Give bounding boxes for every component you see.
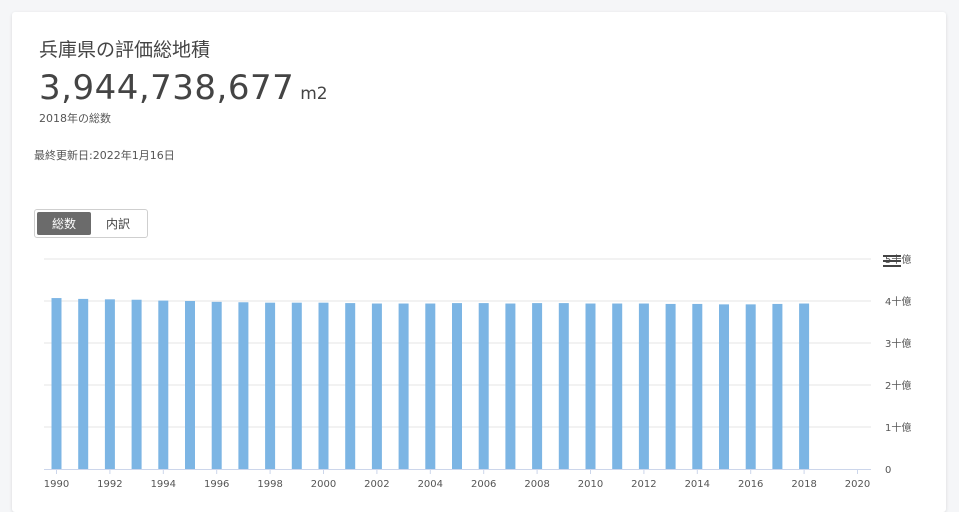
bar <box>131 299 142 469</box>
bar <box>799 303 810 469</box>
bar <box>211 301 222 469</box>
x-tick-label: 2018 <box>791 479 816 490</box>
bar <box>612 303 623 469</box>
x-tick-label: 2020 <box>845 479 870 490</box>
view-toggle: 総数 内訳 <box>34 209 148 238</box>
x-tick-label: 2006 <box>471 479 496 490</box>
bar <box>104 299 115 469</box>
bar <box>478 303 489 469</box>
x-tick-label: 1998 <box>257 479 282 490</box>
bar <box>505 303 516 469</box>
bar <box>51 298 62 469</box>
bar <box>185 301 195 469</box>
y-tick-label: 2十億 <box>885 379 911 392</box>
x-tick-label: 2016 <box>738 479 763 490</box>
toggle-total-button[interactable]: 総数 <box>37 212 91 235</box>
x-tick-label: 1994 <box>151 479 176 490</box>
bar <box>238 302 249 469</box>
page-title: 兵庫県の評価総地積 <box>39 39 211 61</box>
bar <box>692 303 703 469</box>
bar <box>638 303 649 469</box>
bar <box>78 298 89 469</box>
bar <box>558 303 569 469</box>
bar <box>452 303 462 469</box>
bar <box>371 303 382 469</box>
y-tick-label: 3十億 <box>885 337 911 350</box>
x-tick-label: 1990 <box>44 479 69 490</box>
bar <box>745 304 756 469</box>
bar <box>318 302 329 469</box>
bar <box>291 302 302 469</box>
x-tick-label: 2002 <box>364 479 389 490</box>
total-caption: 2018年の総数 <box>39 112 111 125</box>
hamburger-menu-icon[interactable] <box>883 255 901 269</box>
bar <box>158 300 169 469</box>
bar <box>265 302 276 469</box>
x-tick-label: 2012 <box>631 479 656 490</box>
bar <box>398 303 409 469</box>
y-tick-label: 1十億 <box>885 421 911 434</box>
x-tick-label: 2010 <box>578 479 603 490</box>
y-tick-label: 0 <box>885 465 891 476</box>
x-tick-label: 2000 <box>311 479 336 490</box>
toggle-breakdown-button[interactable]: 内訳 <box>105 217 130 231</box>
bar <box>425 303 436 469</box>
last-updated: 最終更新日:2022年1月16日 <box>34 149 175 162</box>
x-tick-label: 2008 <box>524 479 549 490</box>
bar-chart: 01十億2十億3十億4十億5十億199019921994199619982000… <box>44 253 912 490</box>
total-row: 3,944,738,677 m2 <box>39 68 328 108</box>
bar <box>665 303 676 469</box>
bar <box>719 304 729 469</box>
x-tick-label: 1992 <box>97 479 122 490</box>
bar <box>772 303 783 469</box>
x-tick-label: 2014 <box>685 479 710 490</box>
y-tick-label: 4十億 <box>885 295 911 308</box>
total-value: 3,944,738,677 <box>39 68 295 108</box>
total-unit: m2 <box>300 84 328 104</box>
x-tick-label: 2004 <box>418 479 443 490</box>
x-tick-label: 1996 <box>204 479 229 490</box>
bar <box>585 303 596 469</box>
bar <box>345 303 356 469</box>
bar <box>532 303 543 469</box>
